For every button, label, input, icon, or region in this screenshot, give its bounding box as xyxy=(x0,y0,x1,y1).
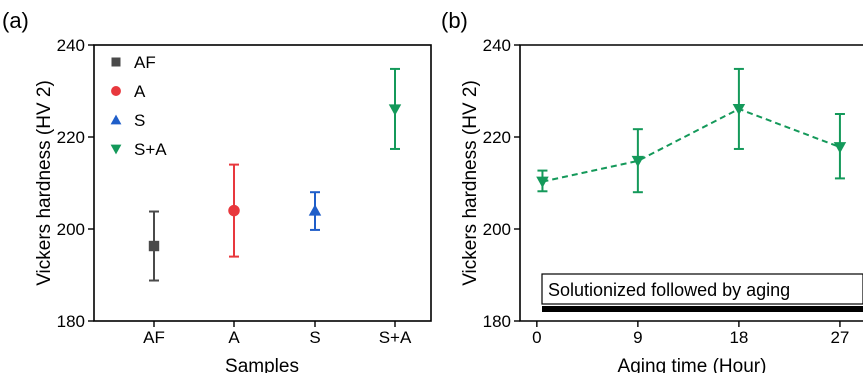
panel-a-y-tick-label: 200 xyxy=(57,220,85,239)
panel-b-point-0.5-marker xyxy=(536,176,549,188)
panel-b-point-27-marker xyxy=(833,142,847,154)
legend-af-label: AF xyxy=(134,53,156,72)
panel-b-point-9-marker xyxy=(631,155,645,168)
legend-s-marker xyxy=(110,114,122,125)
panel-b-x-tick-label: 0 xyxy=(532,328,541,347)
panel-a-af-point xyxy=(148,240,160,252)
panel-a-a-point xyxy=(228,204,240,217)
panel-b-y-ticks: 180 200 220 240 xyxy=(483,36,520,331)
legend-a-marker xyxy=(111,86,121,96)
panel-b-annotation: Solutionized followed by aging xyxy=(548,280,790,300)
panel-a-x-tick-label: A xyxy=(228,328,240,347)
panel-b-series-line xyxy=(542,107,841,183)
panel-b-y-tick-label: 180 xyxy=(483,312,511,331)
legend-a-label: A xyxy=(134,82,146,101)
panel-b-point-18-marker xyxy=(732,103,746,116)
panel-b-y-tick-label: 220 xyxy=(483,128,511,147)
panel-b-marks xyxy=(536,67,847,194)
legend-s-label: S xyxy=(134,111,145,130)
panel-a-y-tick-label: 180 xyxy=(57,312,85,331)
panel-b-ylabel: Vickers hardness (HV 2) xyxy=(460,80,481,286)
panel-a-ylabel: Vickers hardness (HV 2) xyxy=(34,80,55,286)
panel-b-label: (b) xyxy=(441,8,468,33)
panel-a-marks xyxy=(148,67,402,282)
panel-b-x-tick-label: 27 xyxy=(830,328,849,347)
panel-b-x-tick-label: 18 xyxy=(729,328,748,347)
panel-a-label: (a) xyxy=(2,8,29,33)
panel-a: (a) Vickers hardness (HV 2) Samples 180 2… xyxy=(2,8,432,373)
panel-b-y-tick-label: 240 xyxy=(483,36,511,55)
panel-a-y-tick-label: 220 xyxy=(57,128,85,147)
panel-a-x-tick-label: S xyxy=(309,328,320,347)
panel-a-y-ticks: 180 200 220 240 xyxy=(57,36,94,331)
panel-a-s-point xyxy=(308,204,322,216)
legend-splusa-label: S+A xyxy=(134,140,167,159)
panel-a-x-tick-label: AF xyxy=(143,328,165,347)
panel-b-annotation-bar xyxy=(542,306,863,312)
panel-a-legend: AF AS S+A xyxy=(110,53,167,159)
panel-b-x-ticks: 0 9 18 27 xyxy=(532,321,849,347)
panel-a-xlabel: Samples xyxy=(225,356,299,373)
panel-b-xlabel: Aging time (Hour) xyxy=(618,356,767,373)
panel-a-x-tick-label: S+A xyxy=(379,328,412,347)
panel-a-frame xyxy=(93,44,432,322)
panel-b: (b) Vickers hardness (HV 2) Aging time (… xyxy=(441,8,863,373)
panel-a-splusa-point xyxy=(388,104,402,116)
panel-b-y-tick-label: 200 xyxy=(483,220,511,239)
legend-af-marker xyxy=(111,57,121,67)
panel-b-frame xyxy=(519,44,863,322)
legend-splusa-marker xyxy=(110,144,122,155)
panel-a-x-ticks: AF A S S+A xyxy=(143,321,412,347)
panel-b-x-tick-label: 9 xyxy=(633,328,642,347)
panel-b-annotation-box xyxy=(541,273,863,305)
panel-a-y-tick-label: 240 xyxy=(57,36,85,55)
